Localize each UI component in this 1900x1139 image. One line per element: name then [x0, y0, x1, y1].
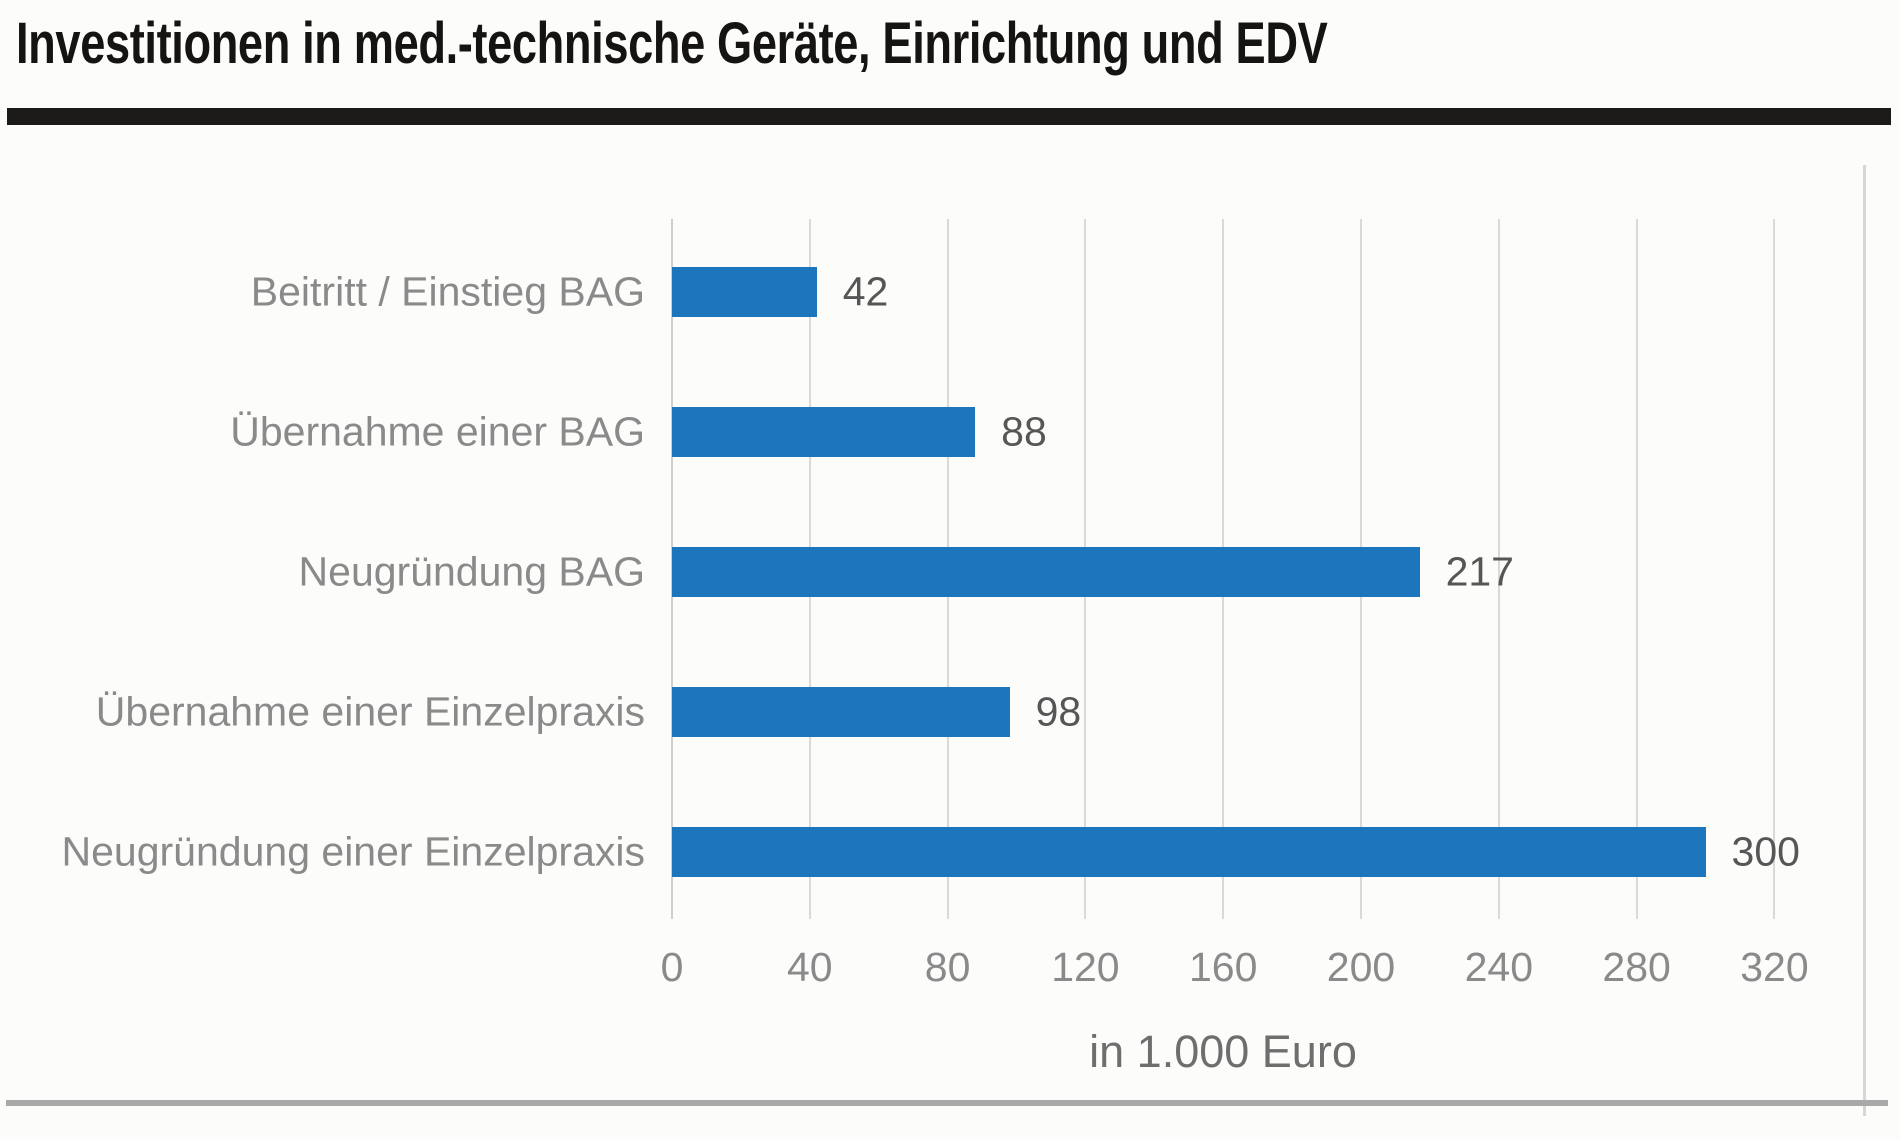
value-label: 217 [1445, 548, 1514, 595]
x-tick-label: 200 [1326, 944, 1396, 990]
chart-row: Übernahme einer BAG 88 [230, 362, 1864, 502]
x-axis-ticks: 0 40 80 120 160 200 240 280 320 [661, 944, 1864, 1004]
bottom-rule [6, 1100, 1888, 1106]
x-tick-label: 0 [660, 944, 684, 990]
x-tick-label: 80 [924, 944, 971, 990]
title-rule [7, 108, 1891, 125]
x-tick-label: 320 [1740, 944, 1809, 990]
gridline [1635, 219, 1638, 919]
bar [672, 267, 817, 317]
category-label: Übernahme einer BAG [230, 408, 645, 455]
bar [672, 687, 1010, 737]
x-tick-label: 160 [1188, 944, 1258, 990]
x-axis-label: in 1.000 Euro [1089, 1026, 1357, 1077]
chart-row: Beitritt / Einstieg BAG 42 [251, 222, 1864, 362]
bar [672, 407, 976, 457]
x-tick-label: 240 [1464, 944, 1534, 990]
x-tick-label: 120 [1051, 944, 1120, 990]
plot-area: Beitritt / Einstieg BAG 42 Übernahme einer… [62, 165, 1866, 1116]
chart-row: Neugründung BAG 217 [299, 502, 1864, 642]
chart-row: Neugründung einer Einzelpraxis 300 [62, 782, 1864, 922]
category-label: Übernahme einer Einzelpraxis [95, 688, 645, 735]
bar [672, 547, 1420, 597]
x-tick-label: 40 [786, 944, 833, 990]
plot-right-border [1863, 165, 1866, 1116]
value-label: 42 [842, 268, 889, 315]
gridline [1773, 219, 1776, 919]
chart-title: Investitionen in med.-technische Geräte,… [16, 11, 1328, 76]
category-label: Beitritt / Einstieg BAG [250, 268, 645, 315]
category-label: Neugründung einer Einzelpraxis [61, 828, 645, 875]
gridline [1497, 219, 1500, 919]
value-label: 300 [1731, 828, 1800, 875]
chart-row: Übernahme einer Einzelpraxis 98 [96, 642, 1864, 782]
value-label: 88 [1001, 408, 1047, 455]
category-label: Neugründung BAG [298, 548, 645, 595]
x-tick-label: 280 [1602, 944, 1671, 990]
value-label: 98 [1035, 688, 1082, 735]
bar [672, 827, 1706, 877]
